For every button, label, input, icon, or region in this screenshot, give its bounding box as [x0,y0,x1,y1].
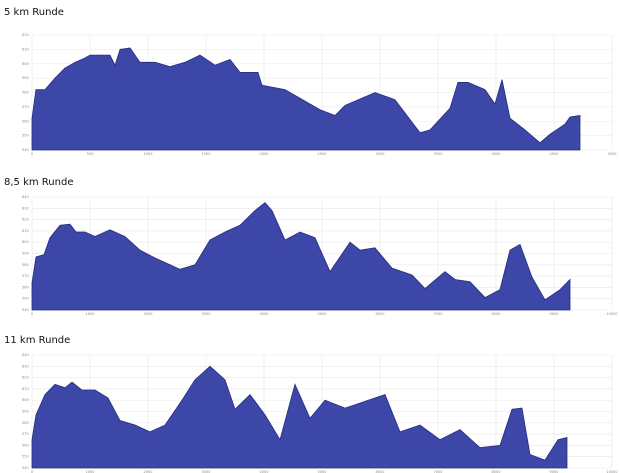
x-tick-label: 1000 [86,312,95,316]
x-tick-label: 7000 [434,312,443,316]
y-tick-label: 590 [22,76,29,80]
elevation-area [31,202,571,311]
y-tick-label: 610 [22,47,29,51]
y-tick-label: 550 [22,455,29,459]
x-tick-label: 4500 [550,152,559,156]
y-tick-label: 620 [22,33,29,37]
y-tick-label: 600 [22,62,29,66]
x-tick-label: 4000 [492,152,501,156]
y-tick-label: 570 [22,432,29,436]
x-tick-label: 0 [31,152,33,156]
y-tick-label: 540 [22,466,29,470]
x-tick-label: 9000 [550,470,559,473]
x-tick-label: 6000 [376,312,385,316]
x-tick-label: 1000 [144,152,153,156]
x-tick-label: 8000 [492,470,501,473]
y-tick-label: 630 [22,364,29,368]
y-tick-label: 620 [22,218,29,222]
y-tick-label: 560 [22,443,29,447]
y-tick-label: 640 [22,353,29,357]
elevation-area [31,365,568,469]
y-tick-label: 600 [22,398,29,402]
y-tick-label: 550 [22,297,29,301]
x-tick-label: 8000 [492,312,501,316]
x-tick-label: 10000 [606,312,617,316]
x-tick-label: 9000 [550,312,559,316]
y-tick-label: 600 [22,240,29,244]
x-tick-label: 4000 [260,312,269,316]
x-tick-label: 2000 [144,312,153,316]
y-tick-label: 630 [22,206,29,210]
y-tick-label: 560 [22,285,29,289]
x-tick-label: 4000 [260,470,269,473]
y-tick-label: 580 [22,263,29,267]
chart-title: 5 km Runde [4,7,64,18]
y-tick-label: 570 [22,105,29,109]
y-tick-label: 590 [22,410,29,414]
x-tick-label: 500 [87,152,94,156]
y-tick-label: 570 [22,274,29,278]
x-tick-label: 3000 [202,312,211,316]
y-tick-label: 620 [22,376,29,380]
y-tick-label: 590 [22,252,29,256]
x-tick-label: 3000 [202,470,211,473]
x-tick-label: 2500 [318,152,327,156]
y-tick-label: 610 [22,387,29,391]
y-tick-label: 540 [22,308,29,312]
x-tick-label: 3000 [376,152,385,156]
chart: 11 km Runde 540 550 560 570 580 590 600 610 620 63… [4,335,618,473]
y-tick-label: 580 [22,421,29,425]
x-tick-label: 1500 [202,152,211,156]
chart: 8,5 km Runde 540 550 560 570 580 590 600 610 620 6… [4,177,618,316]
x-tick-label: 10000 [606,470,617,473]
y-tick-label: 540 [22,148,29,152]
x-tick-label: 2000 [144,470,153,473]
x-tick-label: 2000 [260,152,269,156]
x-tick-label: 0 [31,470,33,473]
y-tick-label: 640 [22,195,29,199]
x-tick-label: 5000 [318,312,327,316]
y-tick-label: 580 [22,91,29,95]
x-tick-label: 0 [31,312,33,316]
y-tick-label: 560 [22,119,29,123]
x-tick-label: 5000 [318,470,327,473]
chart: 5 km Runde 540 550 560 570 580 590 600 610 620 0 50… [4,7,616,156]
elevation-area [31,47,581,151]
x-tick-label: 7000 [434,470,443,473]
x-tick-label: 6000 [376,470,385,473]
y-tick-label: 550 [22,134,29,138]
chart-title: 11 km Runde [4,335,70,346]
x-tick-label: 1000 [86,470,95,473]
x-tick-label: 5000 [608,152,617,156]
x-tick-label: 3500 [434,152,443,156]
y-tick-label: 610 [22,229,29,233]
chart-title: 8,5 km Runde [4,177,73,188]
